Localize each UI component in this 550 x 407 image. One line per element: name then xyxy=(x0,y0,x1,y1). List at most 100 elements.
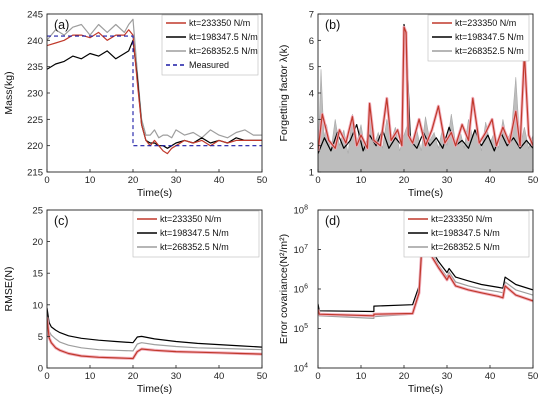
series-line-0 xyxy=(318,221,533,317)
legend-label: kt=233350 N/m xyxy=(160,214,221,224)
y-tick-label: 220 xyxy=(27,141,43,152)
x-tick-label: 30 xyxy=(442,371,453,382)
y-tick-label: 235 xyxy=(27,62,43,73)
x-axis-label: Time(s) xyxy=(408,187,443,199)
series-line-2 xyxy=(47,18,262,139)
y-tick-label: 105 xyxy=(294,323,309,335)
y-tick-label: 20 xyxy=(32,237,43,248)
x-tick-label: 10 xyxy=(85,175,96,186)
legend-box xyxy=(161,14,259,76)
panel-2: 0 10 20 30 40 50 0 5 10 15 20 25 Time(s) RMSE(N) (c) kt… xyxy=(3,206,267,396)
legend-label: kt=268352.5 N/m xyxy=(160,242,229,252)
y-axis-label: Forgetting factor λ(k) xyxy=(278,45,290,142)
x-tick-label: 50 xyxy=(528,371,539,382)
x-tick-label: 40 xyxy=(485,371,496,382)
y-tick-label: 1 xyxy=(309,168,314,179)
legend-label: kt=268352.5 N/m xyxy=(431,242,500,252)
y-tick-label: 15 xyxy=(32,269,43,280)
y-tick-label: 0 xyxy=(38,364,43,375)
y-tick-label: 6 xyxy=(309,36,314,47)
x-tick-label: 0 xyxy=(44,175,49,186)
y-tick-label: 5 xyxy=(309,62,314,73)
legend-label: kt=198347.5 N/m xyxy=(160,228,229,238)
legend-label: kt=233350 N/m xyxy=(431,214,492,224)
y-axis-label: RMSE(N) xyxy=(3,267,15,312)
panel-1: 0 10 20 30 40 50 1 2 3 4 5 6 7 Time(s) Forgetting fact… xyxy=(278,10,538,200)
y-axis-label: Mass(kg) xyxy=(3,71,15,114)
x-axis-label: Time(s) xyxy=(137,187,172,199)
series-line-0 xyxy=(47,29,262,155)
y-tick-label: 108 xyxy=(294,205,309,217)
series-group xyxy=(318,23,533,172)
y-tick-label: 5 xyxy=(38,332,43,343)
y-tick-label: 215 xyxy=(27,168,43,179)
series-line-1 xyxy=(318,23,533,154)
legend: kt=233350 N/m kt=198347.5 N/m kt=268352.5 … xyxy=(132,210,260,258)
y-tick-label: 107 xyxy=(294,244,309,256)
x-tick-label: 40 xyxy=(485,175,496,186)
panel-label: (b) xyxy=(325,18,340,32)
x-tick-label: 50 xyxy=(257,175,268,186)
x-tick-label: 20 xyxy=(128,175,139,186)
y-tick-label: 2 xyxy=(309,141,314,152)
series-line-0 xyxy=(318,26,533,151)
legend: kt=233350 N/m kt=198347.5 N/m kt=268352.5 … xyxy=(161,14,259,76)
y-tick-label: 7 xyxy=(309,10,314,21)
panel-label: (a) xyxy=(54,18,69,32)
panel-label: (d) xyxy=(325,214,340,228)
x-tick-label: 0 xyxy=(315,175,320,186)
x-tick-label: 0 xyxy=(315,371,320,382)
legend: kt=233350 N/m kt=198347.5 N/m kt=268352.5 … xyxy=(403,210,530,258)
series-line-3 xyxy=(47,35,262,147)
x-tick-label: 30 xyxy=(171,175,182,186)
series-area-2 xyxy=(318,69,533,172)
y-tick-label: 106 xyxy=(294,284,309,296)
x-axis-label: Time(s) xyxy=(408,383,443,395)
y-tick-label: 4 xyxy=(309,89,314,100)
y-tick-label: 245 xyxy=(27,10,43,21)
series-line-1 xyxy=(318,211,533,313)
panel-label: (c) xyxy=(54,214,69,228)
legend-label: kt=233350 N/m xyxy=(189,18,250,28)
legend: kt=233350 N/m kt=198347.5 N/m kt=268352.5 … xyxy=(427,14,530,62)
x-tick-label: 50 xyxy=(257,371,268,382)
x-tick-label: 0 xyxy=(44,371,49,382)
x-tick-label: 20 xyxy=(399,175,410,186)
x-tick-label: 10 xyxy=(356,371,367,382)
y-tick-label: 10 xyxy=(32,300,43,311)
series-line-1 xyxy=(47,307,262,348)
y-tick-label: 225 xyxy=(27,115,43,126)
y-tick-label: 3 xyxy=(309,115,314,126)
series-group xyxy=(47,18,262,155)
x-tick-label: 30 xyxy=(171,371,182,382)
x-tick-label: 30 xyxy=(442,175,453,186)
x-tick-label: 40 xyxy=(214,175,225,186)
y-tick-label: 240 xyxy=(27,36,43,47)
legend-label: kt=198347.5 N/m xyxy=(189,32,258,42)
x-tick-label: 20 xyxy=(128,371,139,382)
series-group xyxy=(47,307,262,360)
axes-frame xyxy=(46,209,263,369)
y-tick-label: 25 xyxy=(32,206,43,217)
legend-label: kt=233350 N/m xyxy=(455,18,516,28)
x-axis-label: Time(s) xyxy=(137,383,172,395)
panel-3: 0 10 20 30 40 50 104 105 106 107 108 Time(s) Error c… xyxy=(278,205,538,396)
x-tick-label: 50 xyxy=(528,175,539,186)
y-axis-label: Error covariance(N²/m²) xyxy=(278,234,290,344)
x-tick-label: 10 xyxy=(85,371,96,382)
legend-label: kt=198347.5 N/m xyxy=(455,32,524,42)
series-line-0 xyxy=(47,317,262,360)
legend-label: kt=268352.5 N/m xyxy=(455,46,524,56)
legend-label: kt=198347.5 N/m xyxy=(431,228,500,238)
series-line-2 xyxy=(47,314,262,352)
x-tick-label: 20 xyxy=(399,371,410,382)
y-tick-label: 230 xyxy=(27,89,43,100)
x-tick-label: 40 xyxy=(214,371,225,382)
y-tick-label: 104 xyxy=(294,363,309,375)
legend-label: Measured xyxy=(189,60,229,70)
panel-0: 0 10 20 30 40 50 215 220 225 230 235 240 245 Time(s) M… xyxy=(3,10,267,200)
series-group xyxy=(318,211,533,319)
legend-label: kt=268352.5 N/m xyxy=(189,46,258,56)
x-tick-label: 10 xyxy=(356,175,367,186)
